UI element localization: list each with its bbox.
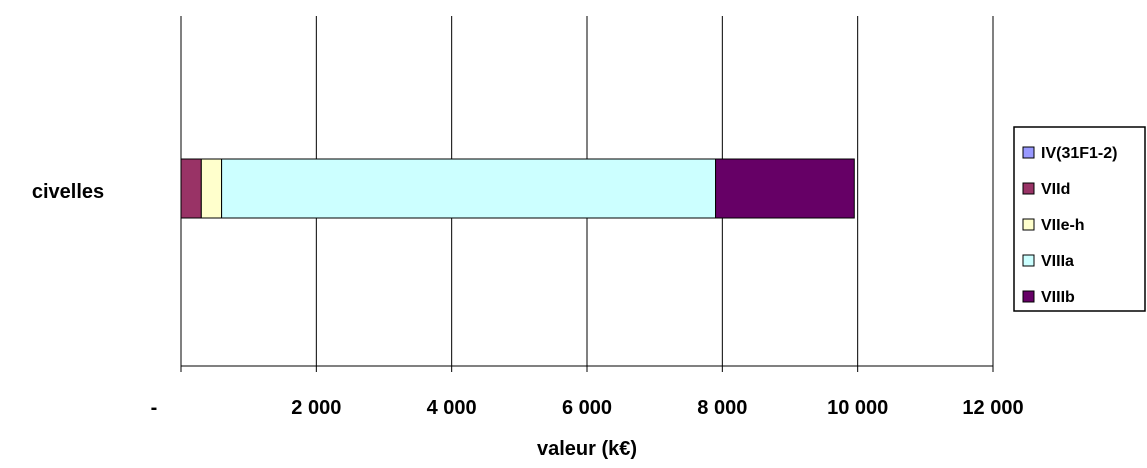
tick-label-4: 8 000 — [697, 397, 747, 419]
tick-label-3: 6 000 — [562, 397, 612, 419]
tick-label-1: 2 000 — [291, 397, 341, 419]
legend: IV(31F1-2) VIId VIIe-h VIIIa VIIIb — [1013, 126, 1146, 312]
x-axis-title: valeur (k€) — [537, 438, 637, 460]
legend-label-viiia: VIIIa — [1041, 253, 1074, 270]
bars — [180, 158, 855, 219]
tick-label-5: 10 000 — [827, 397, 888, 419]
legend-label-viie-h: VIIe-h — [1041, 217, 1085, 234]
legend-swatch-viie-h — [1022, 218, 1035, 231]
legend-swatch-viid — [1022, 182, 1035, 195]
category-label: civelles — [32, 181, 104, 203]
bar-segment-viiib — [715, 158, 855, 219]
legend-swatch-viiia — [1022, 254, 1035, 267]
bar-segment-viie-h — [200, 158, 223, 219]
x-ticks: - 2 000 4 000 6 000 8 000 10 000 12 000 — [151, 366, 1024, 419]
legend-swatch-iv-31f1-2 — [1022, 146, 1035, 159]
legend-label-viid: VIId — [1041, 181, 1070, 198]
legend-label-viiib: VIIIb — [1041, 289, 1075, 306]
legend-swatch-viiib — [1022, 290, 1035, 303]
tick-label-0: - — [151, 397, 158, 419]
bar-segment-viiia — [221, 158, 717, 219]
bar-segment-viid — [180, 158, 202, 219]
tick-label-2: 4 000 — [427, 397, 477, 419]
legend-frame — [1013, 126, 1146, 312]
legend-label-iv-31f1-2: IV(31F1-2) — [1041, 145, 1117, 162]
tick-label-6: 12 000 — [962, 397, 1023, 419]
